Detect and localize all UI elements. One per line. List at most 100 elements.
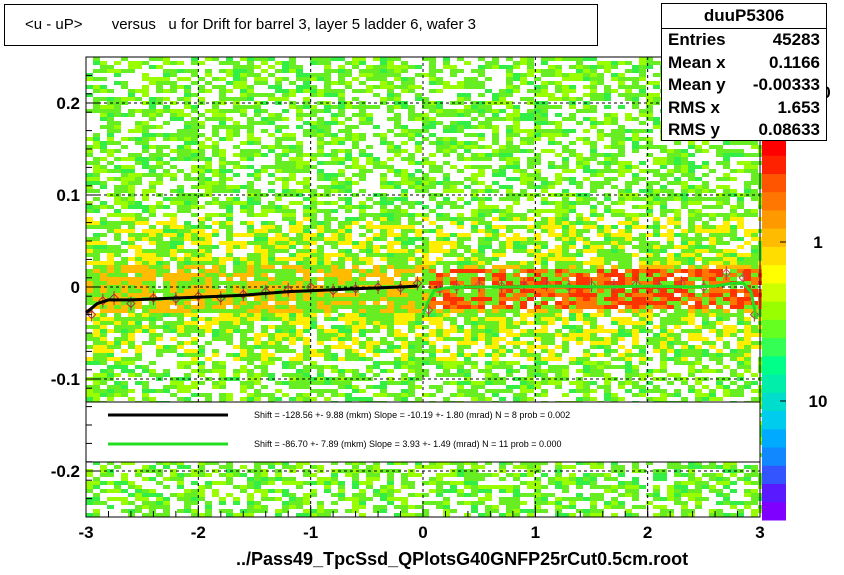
heatmap-cell bbox=[233, 77, 240, 81]
heatmap-cell bbox=[422, 281, 429, 285]
heatmap-cell bbox=[366, 245, 373, 249]
heatmap-cell bbox=[394, 289, 401, 293]
heatmap-cell bbox=[282, 61, 289, 65]
heatmap-cell bbox=[541, 293, 548, 297]
heatmap-cell bbox=[751, 273, 758, 277]
heatmap-cell bbox=[135, 261, 142, 265]
heatmap-cell bbox=[240, 277, 247, 281]
heatmap-cell bbox=[114, 357, 121, 361]
heatmap-cell bbox=[184, 341, 191, 345]
heatmap-cell bbox=[121, 85, 128, 89]
heatmap-cell bbox=[597, 169, 604, 173]
heatmap-cell bbox=[555, 113, 562, 117]
heatmap-cell bbox=[632, 197, 639, 201]
heatmap-cell bbox=[527, 349, 534, 353]
heatmap-cell bbox=[86, 253, 93, 257]
heatmap-cell bbox=[639, 241, 646, 245]
heatmap-cell bbox=[373, 217, 380, 221]
heatmap-cell bbox=[429, 69, 436, 73]
heatmap-cell bbox=[632, 293, 639, 297]
heatmap-cell bbox=[128, 265, 135, 269]
heatmap-cell bbox=[163, 233, 170, 237]
heatmap-cell bbox=[338, 197, 345, 201]
heatmap-cell bbox=[604, 93, 611, 97]
heatmap-cell bbox=[646, 293, 653, 297]
heatmap-cell bbox=[737, 237, 744, 241]
heatmap-cell bbox=[296, 225, 303, 229]
heatmap-cell bbox=[387, 57, 394, 61]
heatmap-cell bbox=[520, 241, 527, 245]
heatmap-cell bbox=[289, 145, 296, 149]
heatmap-cell bbox=[541, 241, 548, 245]
heatmap-cell bbox=[758, 297, 765, 301]
heatmap-cell bbox=[247, 345, 254, 349]
heatmap-cell bbox=[541, 313, 548, 317]
heatmap-cell bbox=[226, 245, 233, 249]
heatmap-cell bbox=[597, 297, 604, 301]
heatmap-cell bbox=[464, 305, 471, 309]
heatmap-cell bbox=[527, 281, 534, 285]
heatmap-cell bbox=[233, 109, 240, 113]
heatmap-cell bbox=[520, 57, 527, 61]
heatmap-cell bbox=[464, 97, 471, 101]
heatmap-cell bbox=[331, 69, 338, 73]
heatmap-cell bbox=[751, 141, 758, 145]
heatmap-cell bbox=[282, 265, 289, 269]
heatmap-cell bbox=[233, 189, 240, 193]
heatmap-cell bbox=[254, 233, 261, 237]
heatmap-cell bbox=[408, 157, 415, 161]
heatmap-cell bbox=[562, 277, 569, 281]
heatmap-cell bbox=[548, 341, 555, 345]
heatmap-cell bbox=[387, 117, 394, 121]
heatmap-cell bbox=[275, 77, 282, 81]
heatmap-cell bbox=[723, 293, 730, 297]
heatmap-cell bbox=[506, 309, 513, 313]
heatmap-cell bbox=[611, 137, 618, 141]
heatmap-cell bbox=[527, 333, 534, 337]
heatmap-cell bbox=[317, 245, 324, 249]
heatmap-cell bbox=[723, 353, 730, 357]
heatmap-cell bbox=[674, 321, 681, 325]
heatmap-cell bbox=[506, 189, 513, 193]
heatmap-cell bbox=[730, 233, 737, 237]
heatmap-cell bbox=[359, 345, 366, 349]
heatmap-cell bbox=[401, 129, 408, 133]
heatmap-cell bbox=[142, 341, 149, 345]
heatmap-cell bbox=[611, 161, 618, 165]
heatmap-cell bbox=[758, 197, 765, 201]
heatmap-cell bbox=[296, 333, 303, 337]
heatmap-cell bbox=[261, 269, 268, 273]
heatmap-cell bbox=[394, 209, 401, 213]
heatmap-cell bbox=[226, 325, 233, 329]
heatmap-cell bbox=[639, 249, 646, 253]
heatmap-cell bbox=[744, 329, 751, 333]
heatmap-cell bbox=[359, 281, 366, 285]
heatmap-cell bbox=[443, 301, 450, 305]
heatmap-cell bbox=[408, 293, 415, 297]
heatmap-cell bbox=[296, 337, 303, 341]
heatmap-cell bbox=[317, 229, 324, 233]
heatmap-cell bbox=[716, 249, 723, 253]
heatmap-cell bbox=[212, 277, 219, 281]
heatmap-cell bbox=[114, 289, 121, 293]
heatmap-cell bbox=[618, 93, 625, 97]
heatmap-cell bbox=[702, 273, 709, 277]
heatmap-cell bbox=[205, 217, 212, 221]
heatmap-cell bbox=[639, 281, 646, 285]
heatmap-cell bbox=[359, 217, 366, 221]
heatmap-cell bbox=[702, 317, 709, 321]
heatmap-cell bbox=[352, 313, 359, 317]
heatmap-cell bbox=[513, 109, 520, 113]
heatmap-cell bbox=[541, 337, 548, 341]
heatmap-cell bbox=[331, 357, 338, 361]
heatmap-cell bbox=[457, 97, 464, 101]
heatmap-cell bbox=[478, 353, 485, 357]
heatmap-cell bbox=[373, 325, 380, 329]
heatmap-cell bbox=[422, 313, 429, 317]
heatmap-cell bbox=[506, 85, 513, 89]
heatmap-cell bbox=[590, 317, 597, 321]
heatmap-cell bbox=[233, 241, 240, 245]
heatmap-cell bbox=[464, 109, 471, 113]
heatmap-cell bbox=[303, 329, 310, 333]
heatmap-cell bbox=[324, 201, 331, 205]
